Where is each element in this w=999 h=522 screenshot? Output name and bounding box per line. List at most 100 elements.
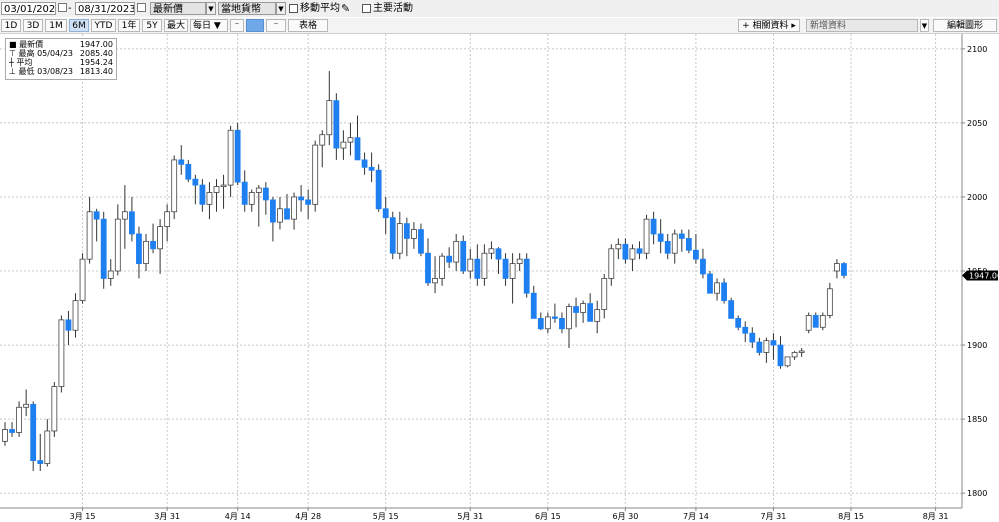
chevron-down-icon[interactable]: ▼ [276, 2, 286, 15]
candle[interactable] [552, 303, 558, 323]
candle[interactable] [601, 273, 608, 319]
candle[interactable] [269, 196, 276, 242]
candle[interactable] [650, 211, 657, 245]
candle[interactable] [136, 226, 142, 279]
candle[interactable] [220, 174, 227, 209]
candle[interactable] [58, 315, 65, 393]
candle[interactable] [530, 285, 537, 319]
period-button-ytd[interactable]: YTD [91, 19, 116, 32]
candle[interactable] [728, 297, 735, 319]
candle[interactable] [544, 312, 551, 334]
candle[interactable] [826, 282, 833, 319]
events-checkbox[interactable] [362, 4, 371, 13]
candle[interactable] [685, 229, 692, 254]
bar-chart-icon[interactable]: ⁻ [266, 19, 286, 32]
candle[interactable] [714, 278, 720, 301]
candle[interactable] [608, 244, 615, 286]
candle[interactable] [262, 182, 269, 215]
candle[interactable] [784, 356, 791, 368]
candle[interactable] [629, 244, 636, 271]
candle[interactable] [326, 71, 333, 146]
candle[interactable] [841, 262, 847, 279]
price-chart[interactable]: 18001850190019502000205021001947.00 3月 1… [0, 34, 999, 522]
candle[interactable] [643, 214, 650, 260]
candle[interactable] [777, 336, 784, 369]
candle[interactable] [72, 293, 79, 338]
candle[interactable] [671, 229, 678, 264]
candlestick-chart-icon[interactable] [246, 19, 264, 32]
related-data-button[interactable]: + 相關資料 ▸ [738, 19, 800, 32]
candle[interactable] [312, 140, 319, 212]
candle[interactable] [502, 253, 509, 286]
candle[interactable] [700, 248, 706, 279]
candle[interactable] [509, 253, 516, 304]
candle[interactable] [16, 401, 23, 437]
candle[interactable] [453, 233, 460, 271]
candle[interactable] [199, 179, 206, 212]
candle[interactable] [566, 303, 572, 349]
candle[interactable] [86, 196, 93, 264]
add-data-input[interactable]: 新增資料 [806, 19, 918, 32]
candle[interactable] [171, 155, 178, 220]
candle[interactable] [735, 315, 742, 331]
period-button-max[interactable]: 最大 [164, 19, 188, 32]
candle[interactable] [2, 422, 8, 446]
candle[interactable] [615, 238, 622, 260]
candle[interactable] [9, 422, 15, 437]
candle[interactable] [834, 259, 840, 279]
candle[interactable] [114, 204, 121, 276]
calendar-icon[interactable] [137, 3, 146, 12]
candle[interactable] [298, 185, 305, 212]
chevron-down-icon[interactable]: ▼ [206, 2, 216, 15]
candle[interactable] [403, 217, 410, 257]
candle[interactable] [481, 244, 488, 286]
candle[interactable] [410, 222, 417, 249]
candle[interactable] [354, 115, 361, 161]
candle[interactable] [678, 229, 685, 252]
candle[interactable] [100, 211, 107, 289]
candle[interactable] [30, 401, 37, 471]
candle[interactable] [488, 241, 495, 260]
candle[interactable] [389, 211, 396, 260]
edit-chart-button[interactable]: 編輯圖形 [933, 19, 997, 32]
candle[interactable] [79, 253, 86, 304]
period-button-1d[interactable]: 1D [1, 19, 21, 32]
candle[interactable] [460, 235, 467, 274]
candle[interactable] [213, 179, 220, 212]
candle[interactable] [361, 152, 368, 175]
candle[interactable] [657, 219, 664, 254]
period-button-6m[interactable]: 6M [69, 19, 89, 32]
candle[interactable] [319, 130, 326, 168]
candle[interactable] [368, 152, 375, 183]
candle[interactable] [516, 253, 523, 271]
candle[interactable] [756, 337, 763, 356]
candle[interactable] [819, 312, 826, 331]
candle[interactable] [206, 182, 213, 220]
calendar-icon[interactable] [58, 3, 67, 12]
candle[interactable] [805, 312, 812, 334]
candle[interactable] [157, 219, 164, 274]
candle[interactable] [559, 312, 565, 334]
pencil-icon[interactable]: ✎ [341, 2, 351, 15]
candle[interactable] [742, 321, 749, 343]
period-button-3d[interactable]: 3D [23, 19, 43, 32]
candle[interactable] [375, 164, 382, 212]
candle[interactable] [185, 159, 192, 183]
period-button-1y[interactable]: 1年 [118, 19, 140, 32]
candle[interactable] [446, 247, 453, 269]
candle[interactable] [770, 333, 777, 360]
candle[interactable] [622, 238, 629, 264]
candle[interactable] [340, 130, 347, 160]
candle[interactable] [523, 253, 530, 298]
candle[interactable] [93, 208, 100, 242]
candle[interactable] [763, 337, 770, 363]
price-type-select[interactable]: 最新價 [150, 2, 206, 15]
period-button-1m[interactable]: 1M [45, 19, 67, 32]
candle[interactable] [707, 271, 713, 294]
candle[interactable] [248, 189, 255, 212]
candle[interactable] [65, 310, 72, 346]
candle[interactable] [495, 247, 502, 274]
candle[interactable] [664, 233, 671, 260]
candle[interactable] [594, 300, 601, 334]
line-chart-icon[interactable]: ⁻ [230, 19, 244, 32]
